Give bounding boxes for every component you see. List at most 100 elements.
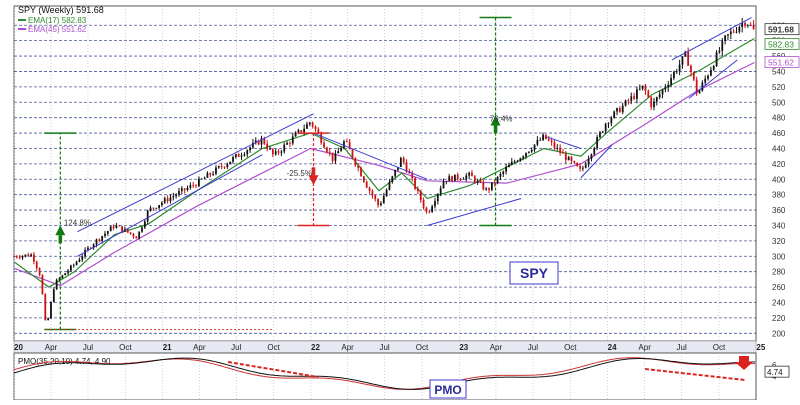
candle-body: [226, 164, 229, 168]
candle-body: [533, 144, 536, 150]
candle-body: [388, 182, 391, 190]
candle-body: [496, 176, 499, 184]
candle-body: [223, 166, 226, 168]
candle-body: [599, 132, 601, 138]
candle-body: [397, 166, 399, 170]
candle-body: [166, 198, 169, 202]
candle-body: [132, 233, 135, 237]
candle-body: [266, 143, 269, 149]
candle-body: [15, 256, 18, 258]
candle-body: [490, 182, 493, 190]
candle-body: [658, 94, 661, 98]
trend-line: [580, 144, 613, 179]
candle-body: [351, 149, 354, 159]
candle-body: [61, 275, 64, 279]
candle-body: [709, 69, 712, 76]
y-tick-label: 320: [772, 237, 786, 246]
candle-body: [254, 140, 257, 143]
candle-body: [92, 244, 95, 248]
candle-body: [721, 40, 724, 51]
candle-body: [104, 233, 106, 237]
candle-body: [308, 122, 311, 125]
candle-body: [260, 138, 263, 145]
candle-body: [621, 105, 624, 113]
candle-body: [84, 249, 87, 257]
candle-body: [317, 129, 320, 134]
candle-body: [98, 239, 101, 241]
candle-body: [695, 79, 698, 94]
candle-body: [291, 136, 294, 144]
candle-body: [673, 71, 675, 79]
candle-body: [746, 24, 749, 26]
candle-body: [653, 101, 655, 108]
candle-body: [314, 126, 317, 130]
candle-body: [143, 221, 146, 228]
x-tick-label: Oct: [119, 343, 132, 352]
x-tick-label: Jul: [379, 343, 389, 352]
candle-body: [510, 161, 513, 165]
x-tick-label: 23: [459, 343, 468, 352]
candle-body: [21, 256, 24, 258]
candle-body: [320, 133, 323, 143]
candle-body: [362, 176, 365, 182]
y-tick-label: 360: [772, 206, 786, 215]
x-tick-label: Jul: [83, 343, 93, 352]
candle-body: [476, 180, 479, 183]
pmo-label: PMO: [434, 383, 461, 397]
candle-body: [138, 231, 141, 239]
candle-body: [525, 152, 527, 157]
candle-body: [508, 164, 510, 168]
candle-body: [527, 151, 530, 153]
candle-body: [178, 191, 180, 195]
candle-body: [570, 156, 573, 161]
candle-body: [325, 147, 328, 152]
candle-body: [374, 195, 377, 200]
candle-body: [610, 118, 613, 124]
candle-body: [513, 161, 516, 163]
candle-body: [579, 166, 581, 169]
candle-body: [360, 167, 362, 177]
price-panel-frame: [13, 5, 757, 342]
arrow-down-icon: [308, 175, 319, 186]
candle-body: [382, 196, 385, 204]
x-tick-label: Jul: [677, 343, 687, 352]
candle-body: [618, 108, 621, 113]
x-tick-label: 25: [756, 343, 765, 352]
candle-body: [624, 100, 627, 106]
divergence-line: [227, 361, 319, 378]
candle-body: [590, 154, 593, 159]
candle-body: [473, 176, 476, 183]
candle-body: [493, 182, 496, 184]
candle-body: [263, 138, 266, 144]
candle-body: [647, 90, 650, 98]
candle-body: [106, 231, 109, 234]
candle-body: [687, 51, 690, 66]
x-tick-label: Jul: [231, 343, 241, 352]
candle-body: [445, 181, 448, 183]
percent-annotation: -25.5%: [287, 169, 312, 178]
candle-body: [172, 196, 175, 198]
divergence-line: [644, 368, 746, 381]
x-tick-label: Apr: [193, 343, 206, 352]
candle-body: [502, 171, 505, 174]
candle-body: [488, 188, 490, 190]
candle-body: [180, 188, 183, 192]
pmo-tag: [764, 365, 790, 378]
candle-body: [465, 175, 468, 179]
candle-body: [712, 66, 715, 70]
pmo-tag-label: 4.74: [767, 368, 783, 377]
candle-body: [431, 206, 434, 213]
candle-body: [300, 130, 303, 133]
candle-body: [197, 178, 200, 187]
candle-body: [183, 188, 186, 191]
trend-line: [671, 17, 752, 61]
candle-body: [482, 182, 485, 190]
candle-body: [661, 89, 664, 95]
candle-body: [485, 188, 488, 190]
x-tick-label: Oct: [416, 343, 429, 352]
candle-body: [169, 197, 172, 202]
candle-body: [81, 256, 84, 260]
candle-body: [52, 289, 55, 303]
candle-body: [744, 22, 746, 26]
